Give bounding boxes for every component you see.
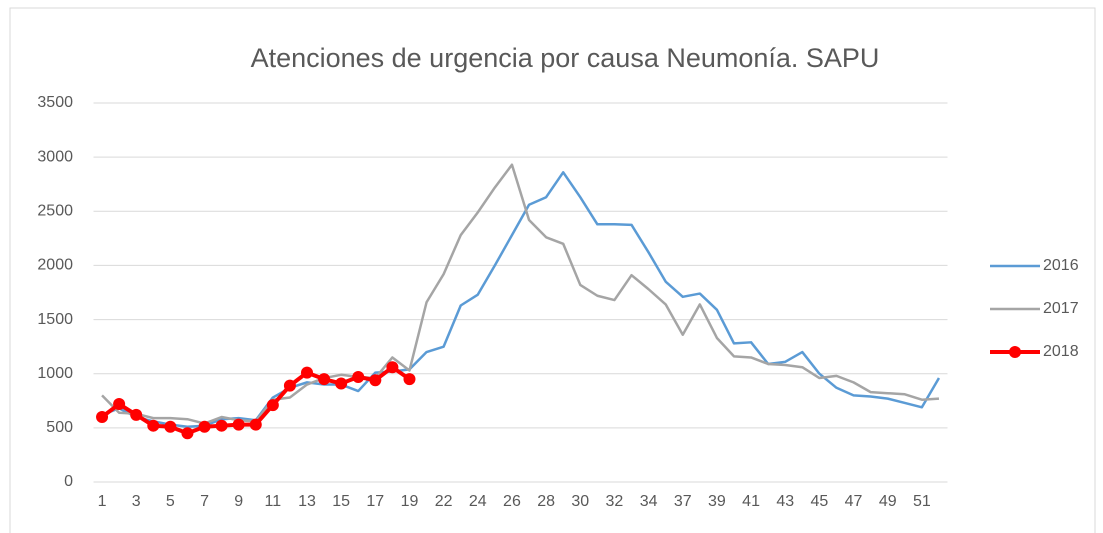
x-tick-label: 43 bbox=[776, 493, 794, 510]
x-tick-label: 45 bbox=[811, 493, 829, 510]
legend-label: 2016 bbox=[1043, 257, 1079, 274]
y-tick-label: 1500 bbox=[37, 311, 73, 328]
x-tick-label: 7 bbox=[200, 493, 209, 510]
x-tick-label: 22 bbox=[435, 493, 453, 510]
x-tick-label: 15 bbox=[332, 493, 350, 510]
x-tick-label: 1 bbox=[98, 493, 107, 510]
x-tick-label: 3 bbox=[132, 493, 141, 510]
x-tick-label: 30 bbox=[571, 493, 589, 510]
series-marker bbox=[301, 366, 313, 379]
x-tick-label: 26 bbox=[503, 493, 521, 510]
x-tick-label: 13 bbox=[298, 493, 316, 510]
x-tick-label: 39 bbox=[708, 493, 726, 510]
x-tick-label: 19 bbox=[401, 493, 419, 510]
y-tick-label: 3000 bbox=[37, 148, 73, 165]
series-marker bbox=[181, 427, 194, 440]
x-tick-label: 47 bbox=[845, 493, 863, 510]
x-tick-label: 28 bbox=[537, 493, 555, 510]
x-tick-label: 51 bbox=[913, 493, 931, 510]
x-tick-label: 32 bbox=[606, 493, 624, 510]
legend-label: 2017 bbox=[1043, 300, 1079, 317]
series-marker bbox=[386, 361, 399, 374]
series-marker bbox=[249, 418, 262, 431]
series-marker bbox=[335, 377, 348, 390]
x-tick-label: 34 bbox=[640, 493, 658, 510]
x-tick-label: 5 bbox=[166, 493, 175, 510]
y-tick-label: 2500 bbox=[37, 203, 73, 220]
chart-title: Atenciones de urgencia por causa Neumoní… bbox=[251, 43, 880, 73]
y-tick-label: 0 bbox=[64, 473, 73, 490]
x-tick-label: 17 bbox=[366, 493, 384, 510]
series-line bbox=[101, 163, 940, 425]
series-marker bbox=[266, 399, 279, 412]
x-tick-label: 24 bbox=[469, 493, 487, 510]
series-marker bbox=[130, 408, 143, 421]
series-line bbox=[101, 171, 941, 429]
series-marker bbox=[96, 411, 109, 424]
chart-border bbox=[9, 7, 1096, 533]
series-marker bbox=[318, 373, 331, 386]
series-marker bbox=[164, 420, 177, 433]
series-marker bbox=[113, 398, 126, 411]
x-tick-label: 9 bbox=[234, 493, 243, 510]
x-tick-label: 41 bbox=[742, 493, 760, 510]
y-tick-label: 3500 bbox=[37, 94, 73, 111]
y-tick-label: 1000 bbox=[37, 365, 73, 382]
x-tick-label: 49 bbox=[879, 493, 897, 510]
series-marker bbox=[403, 373, 416, 386]
series-marker bbox=[198, 420, 211, 433]
series-marker bbox=[147, 419, 160, 432]
series-marker bbox=[352, 370, 365, 383]
legend-label: 2018 bbox=[1043, 343, 1079, 360]
legend-marker bbox=[1009, 346, 1021, 358]
series-marker bbox=[369, 374, 382, 387]
y-tick-label: 500 bbox=[46, 419, 73, 436]
y-tick-label: 2000 bbox=[37, 257, 73, 274]
series-marker bbox=[215, 419, 228, 432]
x-tick-label: 11 bbox=[265, 493, 282, 510]
series-marker bbox=[232, 418, 245, 431]
x-tick-label: 37 bbox=[674, 493, 692, 510]
series-marker bbox=[283, 379, 296, 392]
